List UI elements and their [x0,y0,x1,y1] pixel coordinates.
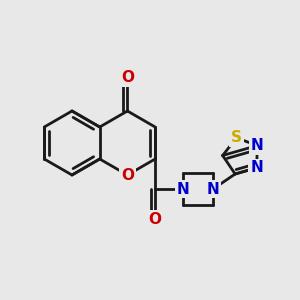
Text: O: O [121,167,134,182]
Text: O: O [121,70,134,85]
Text: S: S [231,130,242,146]
Text: O: O [148,212,162,227]
Text: N: N [250,160,263,175]
Text: N: N [177,182,190,196]
Text: N: N [251,138,264,153]
Text: N: N [207,182,220,196]
